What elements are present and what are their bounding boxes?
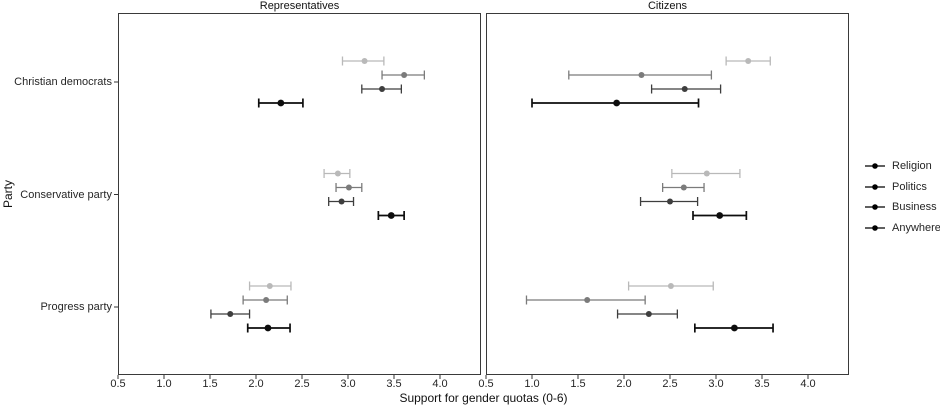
estimate-citizens-conservative-party-religion bbox=[692, 211, 748, 220]
point-estimate-dot bbox=[638, 72, 645, 78]
point-estimate-dot bbox=[703, 170, 710, 177]
legend-item-religion: Religion bbox=[864, 156, 940, 177]
point-estimate-dot bbox=[264, 324, 272, 332]
point-estimate-dot bbox=[263, 297, 270, 303]
panel-citizens bbox=[486, 13, 849, 375]
point-estimate-dot bbox=[645, 311, 652, 317]
estimate-representatives-progress-party-politics bbox=[210, 309, 251, 319]
x-tick-label-representatives: 2.0 bbox=[248, 378, 263, 390]
x-tick-label-citizens: 2.5 bbox=[662, 378, 677, 390]
legend: Religion Politics Business Anywhere bbox=[864, 156, 940, 238]
estimate-representatives-progress-party-religion bbox=[246, 323, 291, 333]
estimate-citizens-progress-party-politics bbox=[616, 309, 679, 319]
legend-item-anywhere: Anywhere bbox=[864, 218, 940, 239]
x-tick-label-citizens: 1.5 bbox=[570, 378, 585, 390]
facet-title-representatives: Representatives bbox=[259, 0, 340, 12]
point-estimate-dot bbox=[667, 283, 674, 289]
estimate-citizens-conservative-party-business bbox=[661, 183, 705, 192]
point-estimate-dot bbox=[667, 198, 673, 205]
point-estimate-dot bbox=[681, 86, 688, 92]
point-estimate-dot bbox=[361, 58, 368, 64]
legend-item-politics: Politics bbox=[864, 177, 940, 198]
x-tick-label-representatives: 1.0 bbox=[156, 378, 171, 390]
x-tick-label-citizens: 1.0 bbox=[524, 378, 539, 390]
legend-key-anywhere-icon bbox=[865, 224, 885, 231]
legend-item-label: Politics bbox=[892, 180, 927, 193]
estimate-representatives-christian-democrats-anywhere bbox=[341, 56, 385, 66]
x-tick-label-representatives: 3.0 bbox=[340, 378, 355, 390]
estimate-citizens-christian-democrats-politics bbox=[650, 84, 722, 94]
legend-key-politics-icon bbox=[865, 183, 885, 190]
legend-item-label: Business bbox=[892, 201, 937, 214]
estimate-representatives-conservative-party-politics bbox=[328, 197, 355, 206]
x-tick-label-representatives: 0.5 bbox=[110, 378, 125, 390]
x-tick-label-representatives: 3.5 bbox=[386, 378, 401, 390]
y-tick-label-christian-democrats: Christian democrats bbox=[14, 76, 112, 88]
estimate-representatives-christian-democrats-business bbox=[381, 70, 426, 80]
x-tick-label-citizens: 3.5 bbox=[754, 378, 769, 390]
estimate-representatives-christian-democrats-religion bbox=[257, 98, 304, 108]
point-estimate-dot bbox=[731, 324, 738, 332]
estimate-citizens-christian-democrats-anywhere bbox=[725, 56, 771, 66]
legend-item-label: Religion bbox=[892, 160, 932, 173]
legend-item-business: Business bbox=[864, 197, 940, 218]
point-estimate-dot bbox=[338, 198, 345, 205]
point-estimate-dot bbox=[345, 184, 352, 191]
y-tick-label-conservative-party: Conservative party bbox=[20, 189, 112, 201]
point-estimate-dot bbox=[334, 170, 341, 177]
estimate-representatives-progress-party-business bbox=[242, 295, 288, 305]
y-tick-label-progress-party: Progress party bbox=[40, 301, 112, 313]
estimate-representatives-christian-democrats-politics bbox=[361, 84, 403, 94]
point-estimate-dot bbox=[379, 86, 386, 92]
estimate-citizens-conservative-party-politics bbox=[639, 197, 699, 206]
point-estimate-dot bbox=[680, 184, 687, 191]
x-tick-label-citizens: 0.5 bbox=[478, 378, 493, 390]
estimate-citizens-christian-democrats-business bbox=[568, 70, 713, 80]
estimate-citizens-conservative-party-anywhere bbox=[671, 169, 741, 178]
point-estimate-dot bbox=[745, 58, 752, 64]
estimate-citizens-progress-party-religion bbox=[693, 323, 774, 333]
point-estimate-dot bbox=[277, 99, 285, 107]
point-estimate-dot bbox=[266, 283, 273, 289]
legend-key-business-icon bbox=[865, 204, 885, 211]
x-tick-label-citizens: 3.0 bbox=[708, 378, 723, 390]
point-estimate-dot bbox=[716, 212, 724, 219]
estimate-representatives-progress-party-anywhere bbox=[248, 281, 292, 291]
x-tick-label-representatives: 1.5 bbox=[202, 378, 217, 390]
estimate-representatives-conservative-party-religion bbox=[377, 211, 405, 220]
estimate-citizens-progress-party-business bbox=[525, 295, 646, 305]
x-axis-title: Support for gender quotas (0-6) bbox=[399, 391, 568, 405]
x-tick-label-citizens: 4.0 bbox=[800, 378, 815, 390]
point-estimate-dot bbox=[613, 99, 621, 107]
panel-representatives bbox=[118, 13, 481, 375]
estimate-citizens-progress-party-anywhere bbox=[627, 281, 714, 291]
x-tick-label-citizens: 2.0 bbox=[616, 378, 631, 390]
estimate-representatives-conservative-party-business bbox=[335, 183, 363, 192]
legend-item-label: Anywhere bbox=[892, 221, 940, 234]
x-tick-label-representatives: 2.5 bbox=[294, 378, 309, 390]
point-estimate-dot bbox=[227, 311, 234, 317]
facet-title-citizens: Citizens bbox=[647, 0, 688, 12]
point-estimate-dot bbox=[387, 212, 395, 219]
x-tick-label-representatives: 4.0 bbox=[432, 378, 447, 390]
legend-key-religion-icon bbox=[865, 163, 885, 170]
point-estimate-dot bbox=[584, 297, 591, 303]
estimate-representatives-conservative-party-anywhere bbox=[323, 169, 351, 178]
point-estimate-dot bbox=[401, 72, 408, 78]
estimate-citizens-christian-democrats-religion bbox=[531, 98, 700, 108]
